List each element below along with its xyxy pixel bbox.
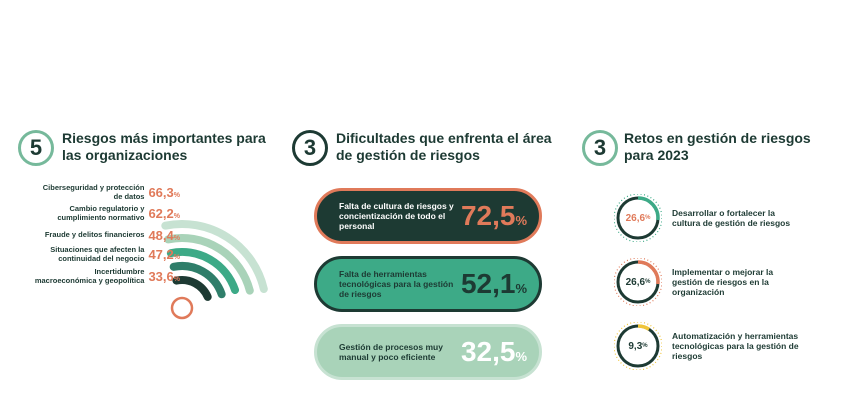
section-retos: 3 Retos en gestión de riesgos para 2023 … [582, 122, 847, 392]
difficulty-value: 32,5% [461, 336, 527, 368]
challenge-value-number: 9,3 [628, 340, 643, 352]
unit-label: % [642, 343, 648, 349]
signal-source-dot [170, 296, 194, 320]
section-number: 3 [303, 135, 317, 160]
difficulty-value-number: 72,5 [460, 200, 516, 231]
risk-value: 33,6% [148, 269, 180, 284]
ring-value-arc [637, 196, 660, 221]
challenge-value: 26,6% [614, 194, 662, 242]
risk-arc [161, 220, 268, 293]
risk-arc [164, 234, 254, 295]
unit-label: % [645, 279, 651, 285]
challenge-value: 9,3% [614, 322, 662, 370]
unit-label: % [515, 281, 527, 296]
challenge-item: 9,3% Automatización y herramientas tecnol… [614, 322, 802, 370]
risk-label: Incertidumbre macroeconómica y geopolíti… [34, 267, 145, 285]
risk-value: 62,2% [148, 206, 180, 221]
risk-item: Incertidumbre macroeconómica y geopolíti… [34, 267, 180, 285]
unit-label: % [173, 235, 180, 242]
challenge-label: Desarrollar o fortalecer la cultura de g… [672, 208, 791, 228]
risk-arc [169, 262, 226, 299]
challenge-label: Automatización y herramientas tecnológic… [672, 331, 799, 361]
unit-label: % [515, 349, 527, 364]
risk-item: Ciberseguridad y protección de datos 66,3… [34, 183, 180, 201]
challenge-item: 26,6% Implementar o mejorar la gestión de… [614, 258, 802, 306]
difficulty-value: 52,1% [461, 268, 527, 300]
unit-label: % [173, 213, 180, 220]
ring-value-arc [637, 260, 660, 285]
section-number-badge: 3 [582, 130, 618, 166]
risk-label: Situaciones que afecten la continuidad d… [50, 245, 145, 263]
risk-arc [172, 276, 212, 301]
difficulty-pill: Gestión de procesos muy manual y poco ef… [314, 324, 542, 380]
section-title: Retos en gestión de riesgos para 2023 [624, 130, 811, 163]
risk-value: 48,4% [148, 228, 180, 243]
section-riesgos: 5 Riesgos más importantes para las organ… [18, 122, 283, 352]
challenge-ring: 26,6% [614, 194, 662, 242]
risk-label: Cambio regulatorio y cumplimiento normat… [57, 204, 145, 222]
risk-value-number: 47,2 [148, 247, 174, 262]
section-title: Dificultades que enfrenta el área de ges… [336, 130, 552, 163]
risk-label: Fraude y delitos financieros [44, 230, 145, 240]
challenge-label: Implementar o mejorar la gestión de ries… [672, 267, 774, 297]
difficulty-label: Gestión de procesos muy manual y poco ef… [339, 342, 443, 362]
risk-value: 66,3% [148, 185, 180, 200]
difficulty-value-number: 32,5 [460, 336, 516, 367]
risk-item: Fraude y delitos financieros 48,4% [34, 228, 180, 243]
risk-value-number: 33,6 [148, 269, 174, 284]
difficulty-value-number: 52,1 [460, 268, 516, 299]
section-number-badge: 5 [18, 130, 54, 166]
section-number-badge: 3 [292, 130, 328, 166]
risk-arcs-chart [161, 220, 268, 320]
risk-value-number: 48,4 [148, 228, 174, 243]
risk-label: Ciberseguridad y protección de datos [42, 183, 145, 201]
risk-item: Cambio regulatorio y cumplimiento normat… [34, 204, 180, 222]
section-number: 3 [593, 135, 607, 160]
difficulty-label: Falta de herramientas tecnológicas para … [339, 269, 454, 299]
challenge-item: 26,6% Desarrollar o fortalecer la cultura… [614, 194, 802, 242]
challenge-value-number: 26,6 [625, 276, 646, 288]
risk-value-number: 66,3 [148, 185, 174, 200]
unit-label: % [173, 192, 180, 199]
risk-value-number: 62,2 [148, 206, 174, 221]
section-number: 5 [29, 135, 43, 160]
challenge-value-number: 26,6 [625, 212, 646, 224]
section-title: Riesgos más importantes para las organiz… [62, 130, 266, 163]
unit-label: % [173, 254, 180, 261]
difficulty-pill: Falta de herramientas tecnológicas para … [314, 256, 542, 312]
section-dificultades: 3 Dificultades que enfrenta el área de g… [292, 122, 557, 392]
challenge-ring: 26,6% [614, 258, 662, 306]
ring-value-arc [637, 324, 650, 331]
difficulty-value: 72,5% [461, 200, 527, 232]
difficulty-label: Falta de cultura de riesgos y concientiz… [339, 201, 454, 231]
risk-arc [166, 248, 240, 295]
risk-list: Ciberseguridad y protección de datos 66,3… [18, 183, 180, 294]
challenge-ring: 9,3% [614, 322, 662, 370]
risk-value: 47,2% [148, 247, 180, 262]
unit-label: % [173, 276, 180, 283]
difficulty-pill: Falta de cultura de riesgos y concientiz… [314, 188, 542, 244]
risk-item: Situaciones que afecten la continuidad d… [34, 245, 180, 263]
unit-label: % [515, 213, 527, 228]
difficulty-list: Falta de cultura de riesgos y concientiz… [314, 188, 554, 388]
challenge-value: 26,6% [614, 258, 662, 306]
unit-label: % [645, 215, 651, 221]
challenge-list: 26,6% Desarrollar o fortalecer la cultura… [614, 194, 844, 394]
